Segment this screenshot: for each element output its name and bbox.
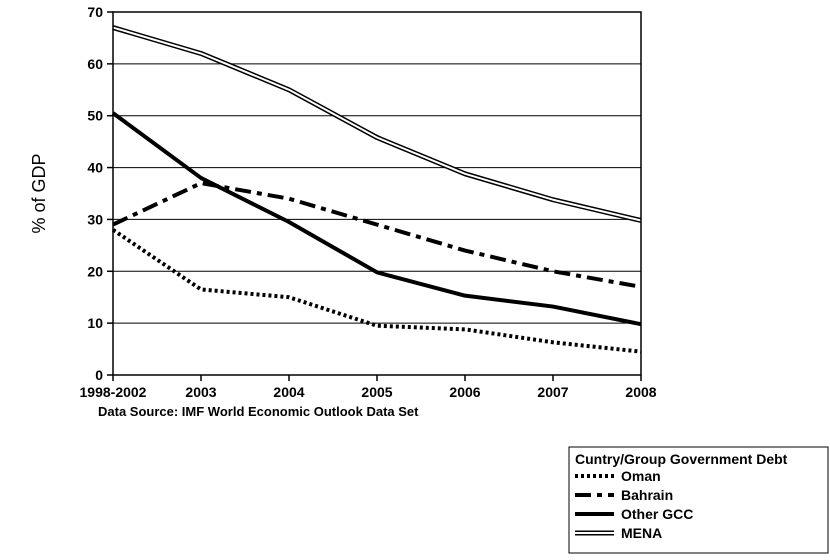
legend-box bbox=[568, 446, 829, 554]
y-tick-label: 20 bbox=[87, 263, 103, 279]
x-axis-ticks: 1998-2002 2003 2004 2005 2006 2007 2008 bbox=[80, 375, 657, 400]
legend-label: MENA bbox=[621, 525, 662, 541]
y-tick-label: 60 bbox=[87, 56, 103, 72]
y-tick-label: 10 bbox=[87, 315, 103, 331]
y-axis-label: % of GDP bbox=[29, 153, 49, 233]
x-tick-label: 2006 bbox=[449, 384, 480, 400]
legend: Cuntry/Group Government Debt Oman Bahrain… bbox=[568, 446, 829, 554]
plot-frame bbox=[112, 11, 642, 376]
x-tick-label: 2008 bbox=[625, 384, 656, 400]
legend-label: Other GCC bbox=[621, 506, 693, 522]
y-axis-ticks: 0 10 20 30 40 50 60 70 bbox=[87, 4, 113, 383]
y-tick-label: 30 bbox=[87, 211, 103, 227]
legend-label: Bahrain bbox=[621, 487, 673, 503]
y-tick-label: 40 bbox=[87, 160, 103, 176]
x-tick-label: 1998-2002 bbox=[80, 384, 147, 400]
x-tick-label: 2005 bbox=[361, 384, 392, 400]
x-tick-label: 2004 bbox=[273, 384, 304, 400]
x-tick-label: 2007 bbox=[537, 384, 568, 400]
legend-title: Cuntry/Group Government Debt bbox=[575, 451, 788, 467]
series-line-oman bbox=[111, 228, 642, 354]
series-lines bbox=[111, 25, 642, 354]
y-tick-label: 0 bbox=[95, 367, 103, 383]
series-line-mena bbox=[112, 25, 642, 223]
gridlines bbox=[113, 63, 641, 324]
legend-items: Oman Bahrain Other GCC MENA bbox=[575, 468, 693, 541]
series-line-mena bbox=[112, 26, 642, 222]
legend-label: Oman bbox=[621, 468, 661, 484]
series-line-other-gcc bbox=[111, 111, 642, 327]
x-tick-label: 2003 bbox=[185, 384, 216, 400]
series-line-bahrain bbox=[112, 181, 642, 289]
y-tick-label: 70 bbox=[87, 4, 103, 20]
data-source-note: Data Source: IMF World Economic Outlook … bbox=[98, 404, 419, 419]
y-tick-label: 50 bbox=[87, 108, 103, 124]
